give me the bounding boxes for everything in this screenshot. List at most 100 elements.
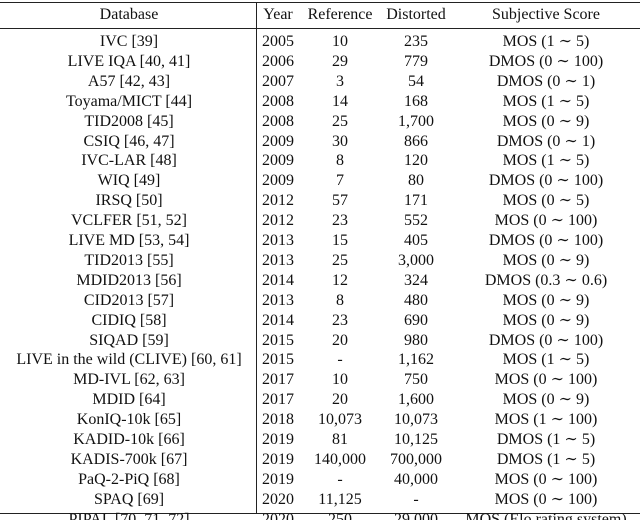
header-cell: Database bbox=[99, 6, 159, 23]
database-cell: CIDIQ [58] bbox=[91, 311, 167, 329]
distorted-cell: 690 bbox=[404, 311, 428, 329]
database-cell: CSIQ [46, 47] bbox=[83, 132, 175, 150]
distorted-cell: 1,162 bbox=[398, 351, 434, 369]
subjective-score-cell: MOS (0 ∼ 5) bbox=[502, 192, 590, 210]
year-cell: 2013 bbox=[262, 251, 294, 269]
header-rule bbox=[0, 28, 640, 29]
year-cell: 2017 bbox=[262, 391, 294, 409]
reference-cell: 10 bbox=[332, 33, 348, 50]
year-cell: 2015 bbox=[262, 331, 294, 349]
reference-cell: 15 bbox=[332, 232, 348, 249]
year-cell: 2018 bbox=[262, 411, 294, 429]
year-cell: 2019 bbox=[262, 470, 294, 488]
distorted-cell: 700,000 bbox=[390, 450, 442, 468]
year-cell: 2007 bbox=[262, 72, 294, 90]
header-cell: Distorted bbox=[386, 6, 446, 23]
distorted-cell: 750 bbox=[404, 371, 428, 389]
reference-cell: 25 bbox=[332, 112, 348, 130]
subjective-score-cell: DMOS (0 ∼ 100) bbox=[488, 331, 604, 349]
subjective-score-cell: MOS (0 ∼ 9) bbox=[502, 112, 590, 130]
distorted-cell: 1,600 bbox=[398, 391, 434, 409]
year-cell: 2009 bbox=[262, 152, 294, 170]
subjective-score-cell: MOS (1 ∼ 5) bbox=[502, 152, 590, 170]
subjective-score-cell: MOS (0 ∼ 9) bbox=[502, 291, 590, 309]
distorted-cell: 29,000 bbox=[394, 510, 438, 520]
year-cell: 2008 bbox=[262, 112, 294, 130]
database-cell: LIVE MD [53, 54] bbox=[68, 232, 190, 249]
top-rule bbox=[0, 2, 640, 3]
subjective-score-cell: MOS (1 ∼ 5) bbox=[502, 351, 590, 369]
reference-cell: - bbox=[337, 351, 343, 369]
header-cell: Year bbox=[263, 6, 293, 23]
distorted-cell: 171 bbox=[404, 192, 428, 210]
subjective-score-cell: MOS (Elo rating system) bbox=[465, 510, 627, 520]
distorted-cell: 480 bbox=[404, 291, 428, 309]
distorted-cell: 168 bbox=[404, 92, 428, 110]
year-cell: 2005 bbox=[262, 33, 294, 50]
distorted-cell: 405 bbox=[404, 232, 428, 249]
reference-cell: 20 bbox=[332, 331, 348, 349]
header-cell: Reference bbox=[307, 6, 373, 23]
distorted-cell: 1,700 bbox=[398, 112, 434, 130]
reference-cell: 7 bbox=[336, 172, 344, 190]
year-cell: 2012 bbox=[262, 212, 294, 230]
database-cell: TID2008 [45] bbox=[84, 112, 174, 130]
reference-cell: 20 bbox=[332, 391, 348, 409]
reference-cell: 8 bbox=[336, 291, 344, 309]
year-cell: 2012 bbox=[262, 192, 294, 210]
distorted-cell: 120 bbox=[404, 152, 428, 170]
distorted-cell: 552 bbox=[404, 212, 428, 230]
subjective-score-cell: DMOS (0 ∼ 1) bbox=[496, 72, 596, 90]
subjective-score-cell: DMOS (0 ∼ 100) bbox=[488, 232, 604, 249]
database-cell: VCLFER [51, 52] bbox=[71, 212, 187, 230]
subjective-score-cell: MOS (0 ∼ 9) bbox=[502, 251, 590, 269]
reference-cell: 81 bbox=[332, 431, 348, 448]
subjective-score-cell: DMOS (0 ∼ 100) bbox=[488, 52, 604, 70]
subjective-score-cell: DMOS (0 ∼ 1) bbox=[496, 132, 596, 150]
reference-cell: 23 bbox=[332, 212, 348, 230]
distorted-cell: 866 bbox=[404, 132, 428, 150]
subjective-score-cell: MOS (1 ∼ 5) bbox=[502, 92, 590, 110]
database-cell: MDID2013 [56] bbox=[76, 271, 182, 289]
database-cell: LIVE in the wild (CLIVE) [60, 61] bbox=[16, 351, 242, 369]
reference-cell: 140,000 bbox=[314, 450, 366, 468]
database-cell: PaQ-2-PiQ [68] bbox=[78, 470, 180, 488]
database-cell: MD-IVL [62, 63] bbox=[73, 371, 185, 389]
database-cell: KADID-10k [66] bbox=[73, 431, 185, 448]
database-cell: KADIS-700k [67] bbox=[70, 450, 188, 468]
subjective-score-cell: MOS (0 ∼ 9) bbox=[502, 311, 590, 329]
reference-cell: 57 bbox=[332, 192, 348, 210]
year-cell: 2009 bbox=[262, 172, 294, 190]
subjective-score-cell: MOS (1 ∼ 5) bbox=[502, 33, 590, 50]
subjective-score-cell: MOS (0 ∼ 100) bbox=[494, 490, 598, 508]
year-cell: 2006 bbox=[262, 52, 294, 70]
distorted-cell: 235 bbox=[404, 33, 428, 50]
database-cell: KonIQ-10k [65] bbox=[76, 411, 182, 429]
reference-cell: 29 bbox=[332, 52, 348, 70]
year-cell: 2013 bbox=[262, 291, 294, 309]
reference-cell: 25 bbox=[332, 251, 348, 269]
year-cell: 2020 bbox=[262, 490, 294, 508]
database-cell: MDID [64] bbox=[92, 391, 166, 409]
year-cell: 2014 bbox=[262, 271, 294, 289]
distorted-cell: 40,000 bbox=[394, 470, 438, 488]
database-cell: LIVE IQA [40, 41] bbox=[67, 52, 191, 70]
database-cell: WIQ [49] bbox=[97, 172, 161, 190]
database-cell: PIPAL [70, 71, 72] bbox=[68, 510, 190, 520]
subjective-score-cell: DMOS (1 ∼ 5) bbox=[496, 431, 596, 448]
distorted-cell: 3,000 bbox=[398, 251, 434, 269]
year-cell: 2017 bbox=[262, 371, 294, 389]
database-cell: TID2013 [55] bbox=[84, 251, 174, 269]
subjective-score-cell: DMOS (0.3 ∼ 0.6) bbox=[484, 271, 608, 289]
reference-cell: 10,073 bbox=[318, 411, 362, 429]
distorted-cell: 10,125 bbox=[394, 431, 438, 448]
subjective-score-cell: MOS (0 ∼ 100) bbox=[494, 470, 598, 488]
column-divider bbox=[256, 2, 257, 514]
reference-cell: 12 bbox=[332, 271, 348, 289]
subjective-score-cell: MOS (0 ∼ 9) bbox=[502, 391, 590, 409]
distorted-cell: 54 bbox=[408, 72, 424, 90]
subjective-score-cell: MOS (0 ∼ 100) bbox=[494, 212, 598, 230]
bottom-rule bbox=[0, 513, 640, 514]
year-cell: 2020 bbox=[262, 510, 294, 520]
